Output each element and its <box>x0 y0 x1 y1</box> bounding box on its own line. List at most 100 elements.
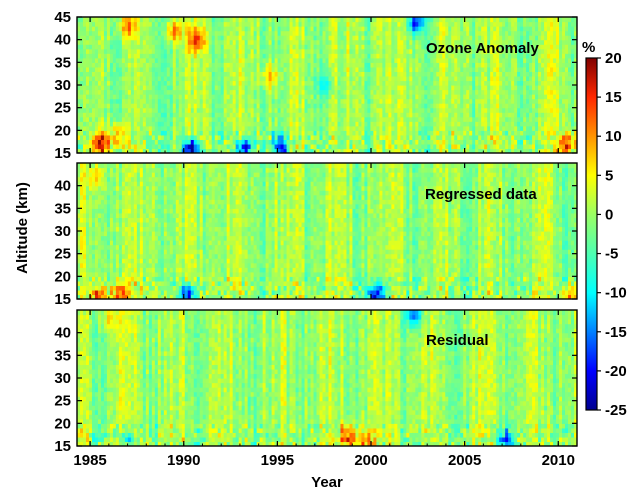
heatmap-cell <box>241 62 246 68</box>
heatmap-cell <box>148 134 153 140</box>
heatmap-cell <box>103 71 108 77</box>
heatmap-cell <box>217 66 222 72</box>
heatmap-cell <box>445 94 449 100</box>
heatmap-cell <box>262 66 267 72</box>
heatmap-cell <box>208 35 213 41</box>
heatmap-cell <box>457 75 461 82</box>
heatmap-cell <box>187 35 192 41</box>
heatmap-cell <box>412 94 416 100</box>
heatmap-cell <box>157 57 162 63</box>
heatmap-cell <box>493 57 497 63</box>
heatmap-cell <box>223 21 228 27</box>
heatmap-cell <box>121 107 126 113</box>
heatmap-cell <box>505 17 509 23</box>
heatmap-cell <box>184 121 189 127</box>
heatmap-cell <box>361 121 366 127</box>
heatmap-cell <box>421 39 425 45</box>
heatmap-cell <box>448 48 452 54</box>
heatmap-cell <box>169 107 174 113</box>
heatmap-cell <box>520 35 524 41</box>
heatmap-cell <box>334 21 339 27</box>
heatmap-cell <box>352 121 357 127</box>
heatmap-cell <box>88 134 93 140</box>
heatmap-cell <box>565 30 569 36</box>
heatmap-cell <box>526 116 530 122</box>
heatmap-cell <box>520 121 524 127</box>
heatmap-cell <box>454 143 458 150</box>
heatmap-cell <box>469 134 473 140</box>
heatmap-cell <box>526 130 530 136</box>
heatmap-cell <box>376 26 380 32</box>
heatmap-cell <box>283 130 288 136</box>
heatmap-cell <box>238 107 243 113</box>
heatmap-cell <box>166 134 171 140</box>
heatmap-cell <box>142 44 147 50</box>
heatmap-cell <box>484 148 488 153</box>
heatmap-cell <box>544 94 548 100</box>
heatmap-cell <box>226 48 231 54</box>
heatmap-cell <box>505 75 509 82</box>
heatmap-cell <box>370 143 374 150</box>
heatmap-cell <box>262 130 267 136</box>
heatmap-cell <box>118 44 123 50</box>
heatmap-cell <box>376 30 380 36</box>
heatmap-cell <box>439 130 443 136</box>
heatmap-cell <box>427 17 431 23</box>
heatmap-cell <box>133 94 138 100</box>
heatmap-cell <box>118 35 123 41</box>
heatmap-cell <box>103 103 108 109</box>
heatmap-cell <box>508 21 512 27</box>
heatmap-cell <box>517 116 521 122</box>
heatmap-cell <box>205 121 210 127</box>
heatmap-cell <box>388 125 392 131</box>
heatmap-cell <box>226 44 231 50</box>
heatmap-cell <box>211 116 216 122</box>
heatmap-cell <box>466 112 470 118</box>
heatmap-cell <box>556 53 560 59</box>
heatmap-cell <box>217 21 222 27</box>
heatmap-cell <box>77 75 81 82</box>
heatmap-cell <box>553 80 557 86</box>
heatmap-cell <box>262 121 267 127</box>
heatmap-cell <box>340 89 345 95</box>
heatmap-cell <box>565 66 569 72</box>
heatmap-cell <box>535 75 539 82</box>
heatmap-cell <box>112 134 117 140</box>
heatmap-cell <box>88 44 93 50</box>
heatmap-cell <box>331 39 336 45</box>
heatmap-cell <box>376 94 380 100</box>
heatmap-cell <box>163 116 168 122</box>
heatmap-cell <box>103 94 108 100</box>
heatmap-cell <box>103 116 108 122</box>
heatmap-cell <box>466 139 470 145</box>
heatmap-cell <box>298 89 303 95</box>
heatmap-cell <box>430 139 434 145</box>
heatmap-cell <box>157 121 162 127</box>
heatmap-cell <box>487 66 491 72</box>
heatmap-cell <box>469 98 473 104</box>
heatmap-cell <box>301 35 306 41</box>
heatmap-cell <box>490 85 494 91</box>
heatmap-cell <box>502 75 506 82</box>
heatmap-cell <box>460 89 464 95</box>
heatmap-cell <box>514 66 518 72</box>
heatmap-cell <box>190 75 195 82</box>
heatmap-cell <box>520 94 524 100</box>
heatmap-cell <box>286 39 291 45</box>
heatmap-cell <box>505 89 509 95</box>
heatmap-cell <box>196 39 201 45</box>
heatmap-cell <box>403 125 407 131</box>
heatmap-cell <box>424 21 428 27</box>
heatmap-cell <box>79 30 84 36</box>
heatmap-cell <box>145 103 150 109</box>
heatmap-cell <box>514 125 518 131</box>
heatmap-cell <box>553 30 557 36</box>
heatmap-cell <box>166 39 171 45</box>
heatmap-cell <box>160 66 165 72</box>
heatmap-cell <box>268 48 273 54</box>
heatmap-cell <box>184 116 189 122</box>
heatmap-cell <box>82 139 87 145</box>
heatmap-cell <box>166 130 171 136</box>
heatmap-cell <box>277 125 282 131</box>
heatmap-cell <box>409 44 413 50</box>
